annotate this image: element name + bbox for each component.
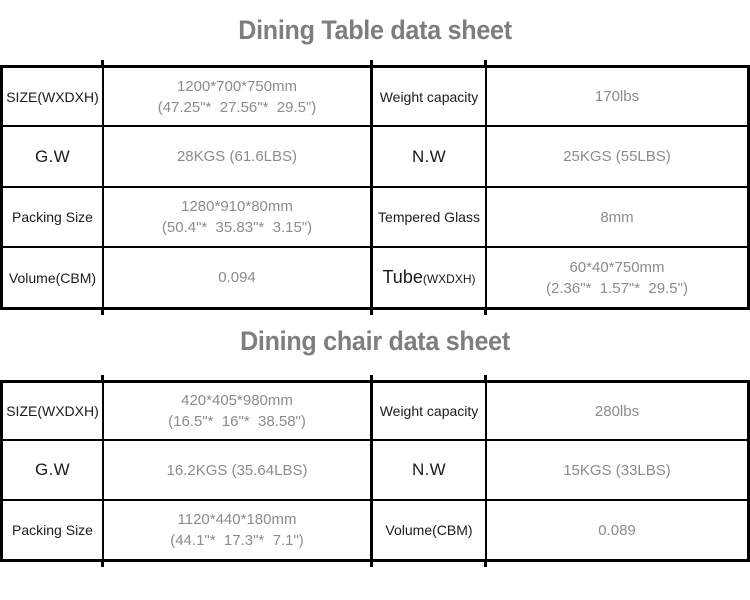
spec-value-cell: 60*40*750mm (2.36"* 1.57"* 29.5") <box>487 248 747 307</box>
spec-value-cell: 1120*440*180mm (44.1"* 17.3"* 7.1") <box>104 501 373 559</box>
dining-chair-datasheet: SIZE(WXDXH) 420*405*980mm (16.5"* 16"* 3… <box>0 380 750 562</box>
spec-label-main: Tube <box>382 267 423 287</box>
spec-value-line: 1280*910*80mm <box>181 198 293 215</box>
dining-table-datasheet: SIZE(WXDXH) 1200*700*750mm (47.25"* 27.5… <box>0 65 750 310</box>
divider-tick <box>101 562 104 567</box>
spec-label-cell: N.W <box>373 127 487 188</box>
spec-label: SIZE(WXDXH) <box>6 403 99 419</box>
spec-label: N.W <box>412 460 446 479</box>
spec-label: N.W <box>412 146 446 166</box>
spec-label-cell: SIZE(WXDXH) <box>3 383 104 441</box>
spec-value-cell: 15KGS (33LBS) <box>487 441 747 501</box>
spec-value-cell: 280lbs <box>487 383 747 441</box>
spec-value-line: 1120*440*180mm <box>177 511 297 528</box>
spec-label: Packing Size <box>12 209 93 225</box>
spec-value-cell: 1200*700*750mm (47.25"* 27.56"* 29.5") <box>104 68 373 127</box>
spec-label: Packing Size <box>12 522 93 538</box>
spec-value-cell: 0.094 <box>104 248 373 307</box>
spec-label: Tube(WXDXH) <box>382 267 475 288</box>
divider-tick <box>101 60 104 65</box>
spec-label-cell: Tube(WXDXH) <box>373 248 487 307</box>
spec-value-line: (44.1"* 17.3"* 7.1") <box>170 532 304 549</box>
spec-value-line: (50.4"* 35.83"* 3.15") <box>161 219 313 236</box>
spec-label-cell: G.W <box>3 441 104 501</box>
divider-tick <box>101 375 104 380</box>
spec-label: G.W <box>35 146 70 166</box>
spec-value-line: 1200*700*750mm <box>176 77 298 95</box>
spec-value-line: 420*405*980mm <box>181 392 293 409</box>
divider-tick <box>484 375 487 380</box>
spec-value-line: 60*40*750mm <box>569 258 665 276</box>
spec-label: Weight capacity <box>379 403 479 419</box>
divider-tick <box>370 562 373 567</box>
spec-value-line: 280lbs <box>594 402 640 420</box>
spec-label: Volume(CBM) <box>8 269 97 286</box>
spec-label: SIZE(WXDXH) <box>6 88 99 105</box>
divider-tick <box>370 310 373 315</box>
spec-value-line: 8mm <box>600 208 634 226</box>
spec-value-line: (2.36"* 1.57"* 29.5") <box>546 279 688 297</box>
spec-label: Weight capacity <box>379 88 479 105</box>
spec-value-cell: 28KGS (61.6LBS) <box>104 127 373 188</box>
spec-value-line: 0.094 <box>218 269 256 286</box>
spec-label: Tempered Glass <box>378 209 480 225</box>
divider-tick <box>484 562 487 567</box>
spec-label-cell: SIZE(WXDXH) <box>3 68 104 127</box>
spec-value-cell: 16.2KGS (35.64LBS) <box>104 441 373 501</box>
spec-value-cell: 420*405*980mm (16.5"* 16"* 38.58") <box>104 383 373 441</box>
spec-label-suffix: (WXDXH) <box>422 272 476 286</box>
spec-label-cell: Volume(CBM) <box>373 501 487 559</box>
spec-label-cell: Packing Size <box>3 188 104 248</box>
spec-value-line: 0.089 <box>598 521 636 539</box>
dining-chair-title: Dining chair data sheet <box>240 326 510 356</box>
spec-label-cell: G.W <box>3 127 104 188</box>
spec-value-line: (47.25"* 27.56"* 29.5") <box>157 98 317 116</box>
spec-value-line: 170lbs <box>594 88 640 105</box>
spec-value-line: 16.2KGS (35.64LBS) <box>166 461 308 479</box>
spec-value-cell: 25KGS (55LBS) <box>487 127 747 188</box>
divider-tick <box>101 310 104 315</box>
dining-table-title: Dining Table data sheet <box>238 15 512 45</box>
spec-value-line: 25KGS (55LBS) <box>563 148 671 165</box>
spec-value-line: 15KGS (33LBS) <box>563 461 671 479</box>
spec-label-cell: Packing Size <box>3 501 104 559</box>
spec-value-cell: 170lbs <box>487 68 747 127</box>
spec-value-cell: 0.089 <box>487 501 747 559</box>
spec-label-cell: Weight capacity <box>373 383 487 441</box>
spec-label-cell: Volume(CBM) <box>3 248 104 307</box>
spec-value-line: (16.5"* 16"* 38.58") <box>168 413 306 430</box>
spec-label: G.W <box>35 460 70 479</box>
divider-tick <box>370 60 373 65</box>
divider-tick <box>484 310 487 315</box>
spec-label-cell: Tempered Glass <box>373 188 487 248</box>
spec-value-line: 28KGS (61.6LBS) <box>176 148 298 165</box>
spec-label: Volume(CBM) <box>385 522 473 538</box>
spec-value-cell: 8mm <box>487 188 747 248</box>
divider-tick <box>484 60 487 65</box>
spec-label-cell: N.W <box>373 441 487 501</box>
divider-tick <box>370 375 373 380</box>
spec-value-cell: 1280*910*80mm (50.4"* 35.83"* 3.15") <box>104 188 373 248</box>
spec-label-cell: Weight capacity <box>373 68 487 127</box>
